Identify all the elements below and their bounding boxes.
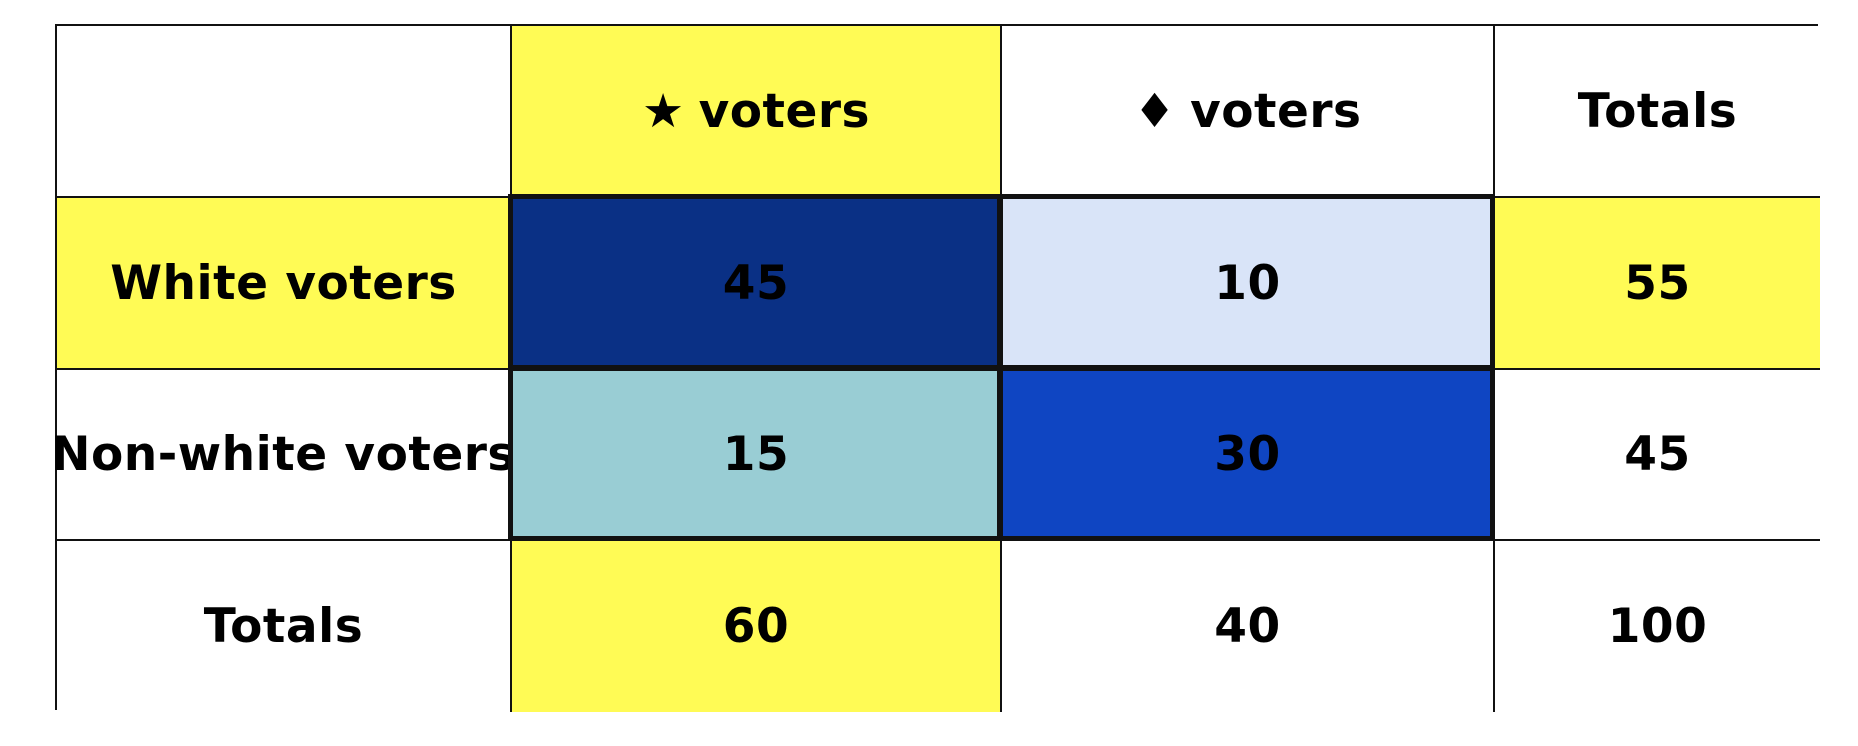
contingency-table: ★ voters ♦ voters Totals White voters 45… bbox=[51, 24, 1820, 712]
cell-nonwhite-total: 45 bbox=[1495, 370, 1820, 541]
cell-nonwhite-star: 15 bbox=[512, 370, 1002, 541]
header-star-voters-label: voters bbox=[698, 83, 871, 139]
cell-grand-total: 100 bbox=[1495, 541, 1820, 712]
cell-white-diamond: 10 bbox=[1002, 198, 1495, 370]
header-star-voters: ★ voters bbox=[512, 26, 1002, 198]
cell-white-star: 45 bbox=[512, 198, 1002, 370]
header-totals: Totals bbox=[1495, 26, 1820, 198]
header-diamond-voters-label: voters bbox=[1190, 83, 1362, 139]
row-label-white-voters: White voters bbox=[57, 198, 512, 370]
diamond-icon: ♦ bbox=[1133, 83, 1177, 139]
cell-nonwhite-diamond: 30 bbox=[1002, 370, 1495, 541]
cell-total-diamond: 40 bbox=[1002, 541, 1495, 712]
cell-total-star: 60 bbox=[512, 541, 1002, 712]
star-icon: ★ bbox=[641, 83, 685, 139]
corner-cell bbox=[57, 26, 512, 198]
header-diamond-voters: ♦ voters bbox=[1002, 26, 1495, 198]
row-label-non-white-voters: Non-white voters bbox=[51, 370, 515, 541]
row-label-totals: Totals bbox=[57, 541, 512, 712]
cell-white-total: 55 bbox=[1495, 198, 1820, 370]
